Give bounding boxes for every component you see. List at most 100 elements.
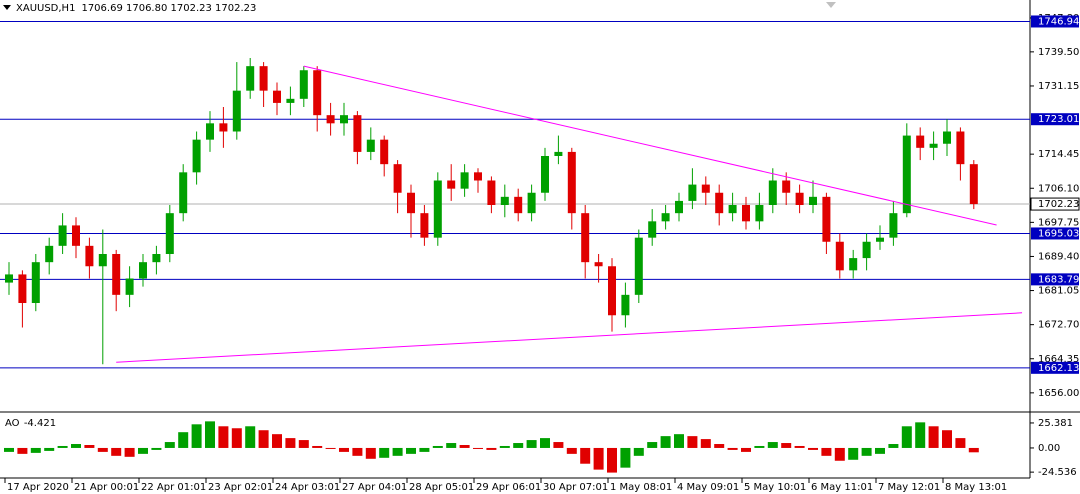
y-tick-label: 1681.05 — [1038, 286, 1079, 297]
candle-body — [112, 254, 121, 295]
ao-bar — [861, 447, 872, 456]
candle-body — [943, 131, 951, 144]
candle-body — [527, 192, 536, 214]
ao-bar — [794, 445, 805, 448]
ao-bar — [339, 447, 349, 452]
candle-body — [45, 245, 54, 263]
ao-bar — [848, 447, 859, 460]
ao-name: AO — [5, 418, 20, 429]
ao-bar — [660, 436, 671, 448]
ao-bar — [593, 447, 604, 470]
ao-bar — [111, 447, 122, 456]
ao-bar — [901, 426, 912, 448]
candle-body — [313, 70, 322, 116]
ao-bar — [30, 447, 41, 453]
ao-bar — [218, 426, 229, 448]
candle-body — [447, 180, 456, 189]
last-price-box — [1030, 197, 1080, 211]
candle-body — [139, 262, 147, 279]
x-tick-label: 22 Apr 01:01 — [141, 482, 206, 493]
ao-bar — [687, 436, 698, 448]
candle-body — [567, 151, 576, 214]
ao-bar — [754, 445, 765, 448]
ao-bar — [553, 442, 564, 448]
candle-body — [152, 254, 161, 263]
ao-bar — [124, 447, 135, 457]
candle-body — [487, 180, 496, 205]
candle-body — [849, 258, 858, 271]
x-tick-label: 28 Apr 05:01 — [409, 482, 474, 493]
x-tick-label: 17 Apr 2020 — [7, 482, 69, 493]
candle-body — [18, 274, 27, 304]
ao-bar — [446, 443, 457, 448]
ao-bar — [352, 447, 363, 456]
candle-body — [621, 294, 630, 316]
ao-bar — [406, 447, 416, 454]
candle-body — [929, 143, 938, 148]
level-label: 1683.79 — [1038, 274, 1079, 285]
level-label: 1662.13 — [1038, 363, 1079, 374]
candle-body — [822, 196, 831, 242]
y-tick-label: 1706.10 — [1038, 183, 1079, 194]
x-tick-label: 27 Apr 04:01 — [342, 482, 407, 493]
y-tick-label: 1656.00 — [1038, 388, 1079, 399]
candle-body — [58, 225, 67, 246]
level-label-box — [1031, 227, 1079, 240]
x-tick-label: 5 May 10:01 — [744, 482, 806, 493]
level-label-box — [1031, 273, 1079, 286]
ao-bar — [151, 447, 162, 450]
candle-body — [380, 139, 389, 165]
ao-bar — [44, 447, 55, 451]
x-tick-label: 29 Apr 06:01 — [476, 482, 541, 493]
x-tick-label: 8 May 13:01 — [945, 482, 1007, 493]
level-label-box — [1031, 113, 1079, 126]
y-tick-label: 0.00 — [1038, 443, 1060, 454]
candle-body — [514, 196, 523, 214]
candle-body — [165, 213, 174, 255]
ao-bar — [312, 445, 323, 448]
ao-bar — [633, 447, 644, 456]
ao-bar — [674, 434, 684, 448]
candle-body — [715, 192, 724, 214]
candle-body — [31, 262, 40, 304]
ao-bar — [620, 447, 631, 468]
candle-body — [902, 135, 911, 214]
candle-body — [219, 123, 228, 132]
ao-bar — [17, 447, 28, 454]
candle-body — [728, 205, 737, 214]
ao-bar — [245, 426, 256, 448]
ao-bar — [84, 445, 95, 448]
ao-bar — [57, 445, 68, 448]
x-tick-label: 7 May 12:01 — [878, 482, 940, 493]
candle-body — [286, 98, 295, 103]
candle-body — [420, 213, 429, 238]
ao-bar — [580, 447, 591, 464]
candle-body — [541, 155, 549, 193]
candle-body — [661, 213, 670, 222]
candle-body — [634, 237, 643, 295]
ao-bar — [526, 440, 537, 448]
ao-bar — [231, 428, 242, 448]
y-tick-label: 1731.15 — [1038, 81, 1079, 92]
x-tick-label: 30 Apr 07:01 — [543, 482, 608, 493]
candle-body — [340, 115, 348, 124]
candle-body — [273, 90, 281, 103]
level-label: 1695.03 — [1038, 228, 1079, 239]
candle-body — [862, 241, 871, 259]
candle-body — [809, 196, 817, 205]
ao-bar — [727, 447, 738, 450]
candle-body — [969, 164, 978, 205]
trend-line — [303, 65, 997, 226]
candle-body — [206, 123, 214, 140]
ao-bar — [781, 443, 792, 448]
candle-body — [393, 164, 402, 193]
ao-bar — [379, 447, 390, 458]
ao-bar — [942, 430, 952, 448]
ao-bar — [419, 447, 430, 452]
ao-bar — [647, 442, 658, 448]
menu-arrow — [3, 5, 11, 10]
y-tick-label: 1664.35 — [1038, 354, 1079, 365]
shift-marker — [826, 2, 836, 8]
candle-body — [755, 205, 764, 222]
candle-body — [768, 180, 777, 205]
